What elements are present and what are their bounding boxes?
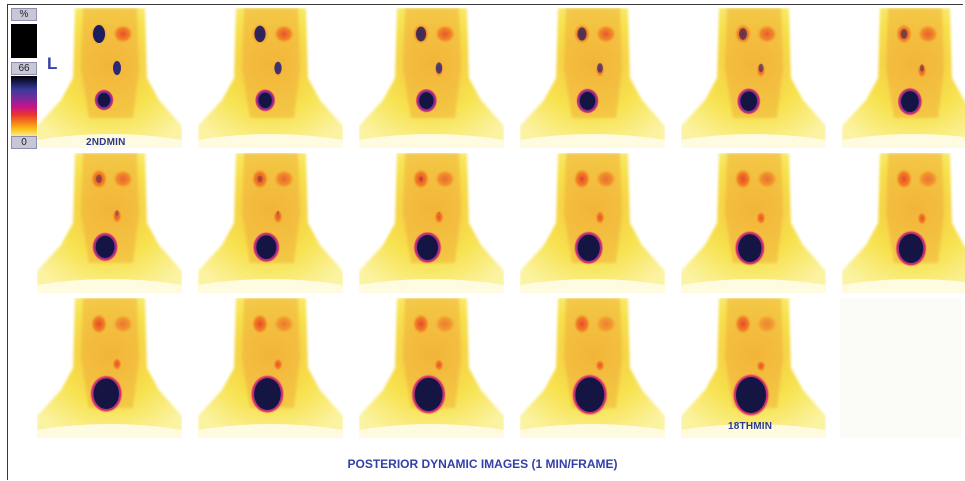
scan-frame bbox=[37, 153, 182, 293]
scan-frame bbox=[359, 8, 504, 148]
figure-caption: POSTERIOR DYNAMIC IMAGES (1 MIN/FRAME) bbox=[0, 457, 965, 471]
scan-frame bbox=[520, 298, 665, 438]
last-frame-label: 18THMIN bbox=[728, 421, 772, 432]
scan-frame bbox=[842, 8, 965, 148]
scan-frame bbox=[359, 298, 504, 438]
scan-frame bbox=[842, 153, 965, 293]
scan-frame bbox=[681, 8, 826, 148]
scale-black-swatch bbox=[11, 24, 37, 58]
scale-max-label: 66 bbox=[11, 62, 37, 75]
scan-frame bbox=[520, 8, 665, 148]
scan-frame bbox=[37, 298, 182, 438]
scan-frame bbox=[198, 153, 343, 293]
scale-gradient-bar bbox=[11, 76, 37, 138]
scan-frame bbox=[37, 8, 182, 148]
scale-top-label: % bbox=[11, 8, 37, 21]
scan-frame bbox=[198, 298, 343, 438]
first-frame-label: 2NDMIN bbox=[86, 137, 126, 148]
scan-frame bbox=[681, 298, 826, 438]
scan-frame bbox=[359, 153, 504, 293]
scale-min-label: 0 bbox=[11, 136, 37, 149]
empty-frame-slot bbox=[840, 298, 962, 438]
scan-frame bbox=[520, 153, 665, 293]
scan-frame bbox=[681, 153, 826, 293]
scan-frame bbox=[198, 8, 343, 148]
color-scale: % 66 0 bbox=[11, 8, 37, 150]
